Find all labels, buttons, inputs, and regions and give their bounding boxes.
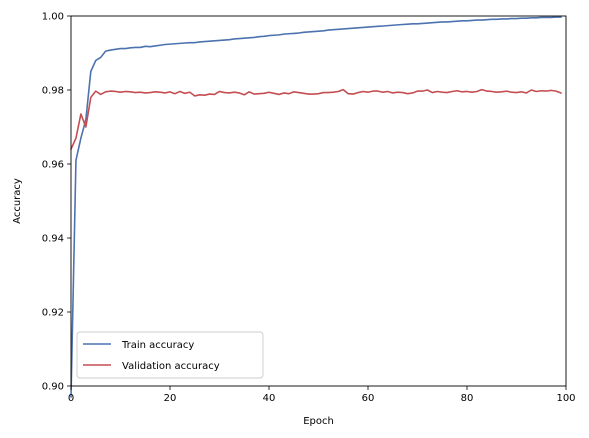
x-tick-label: 80 (461, 393, 474, 404)
y-tick-label: 0.98 (42, 86, 64, 97)
x-tick-label: 100 (556, 393, 575, 404)
plot-lines (70, 16, 562, 398)
legend-entry: Train accuracy (121, 340, 194, 351)
series-line-validation-accuracy (70, 88, 562, 150)
series-line-train-accuracy (70, 16, 562, 398)
x-tick-label: 60 (362, 393, 375, 404)
y-tick-label: 0.90 (42, 382, 64, 393)
legend: Train accuracy Validation accuracy (76, 331, 264, 379)
x-tick-label: 40 (263, 393, 276, 404)
y-tick-label: 0.94 (42, 234, 64, 245)
legend-box (76, 331, 264, 379)
x-tick-label: 20 (164, 393, 177, 404)
y-tick-label: 0.96 (42, 160, 64, 171)
y-axis: 0.90 0.92 0.94 0.96 0.98 1.00 (42, 12, 71, 393)
y-tick-label: 0.92 (42, 308, 64, 319)
plot-frame (70, 15, 567, 387)
x-axis: 0 20 40 60 80 100 (68, 386, 576, 404)
legend-entry: Validation accuracy (122, 361, 220, 372)
y-tick-label: 1.00 (42, 12, 64, 23)
x-tick-label: 0 (68, 393, 74, 404)
x-axis-label: Epoch (303, 416, 334, 427)
y-axis-label: Accuracy (12, 178, 23, 224)
